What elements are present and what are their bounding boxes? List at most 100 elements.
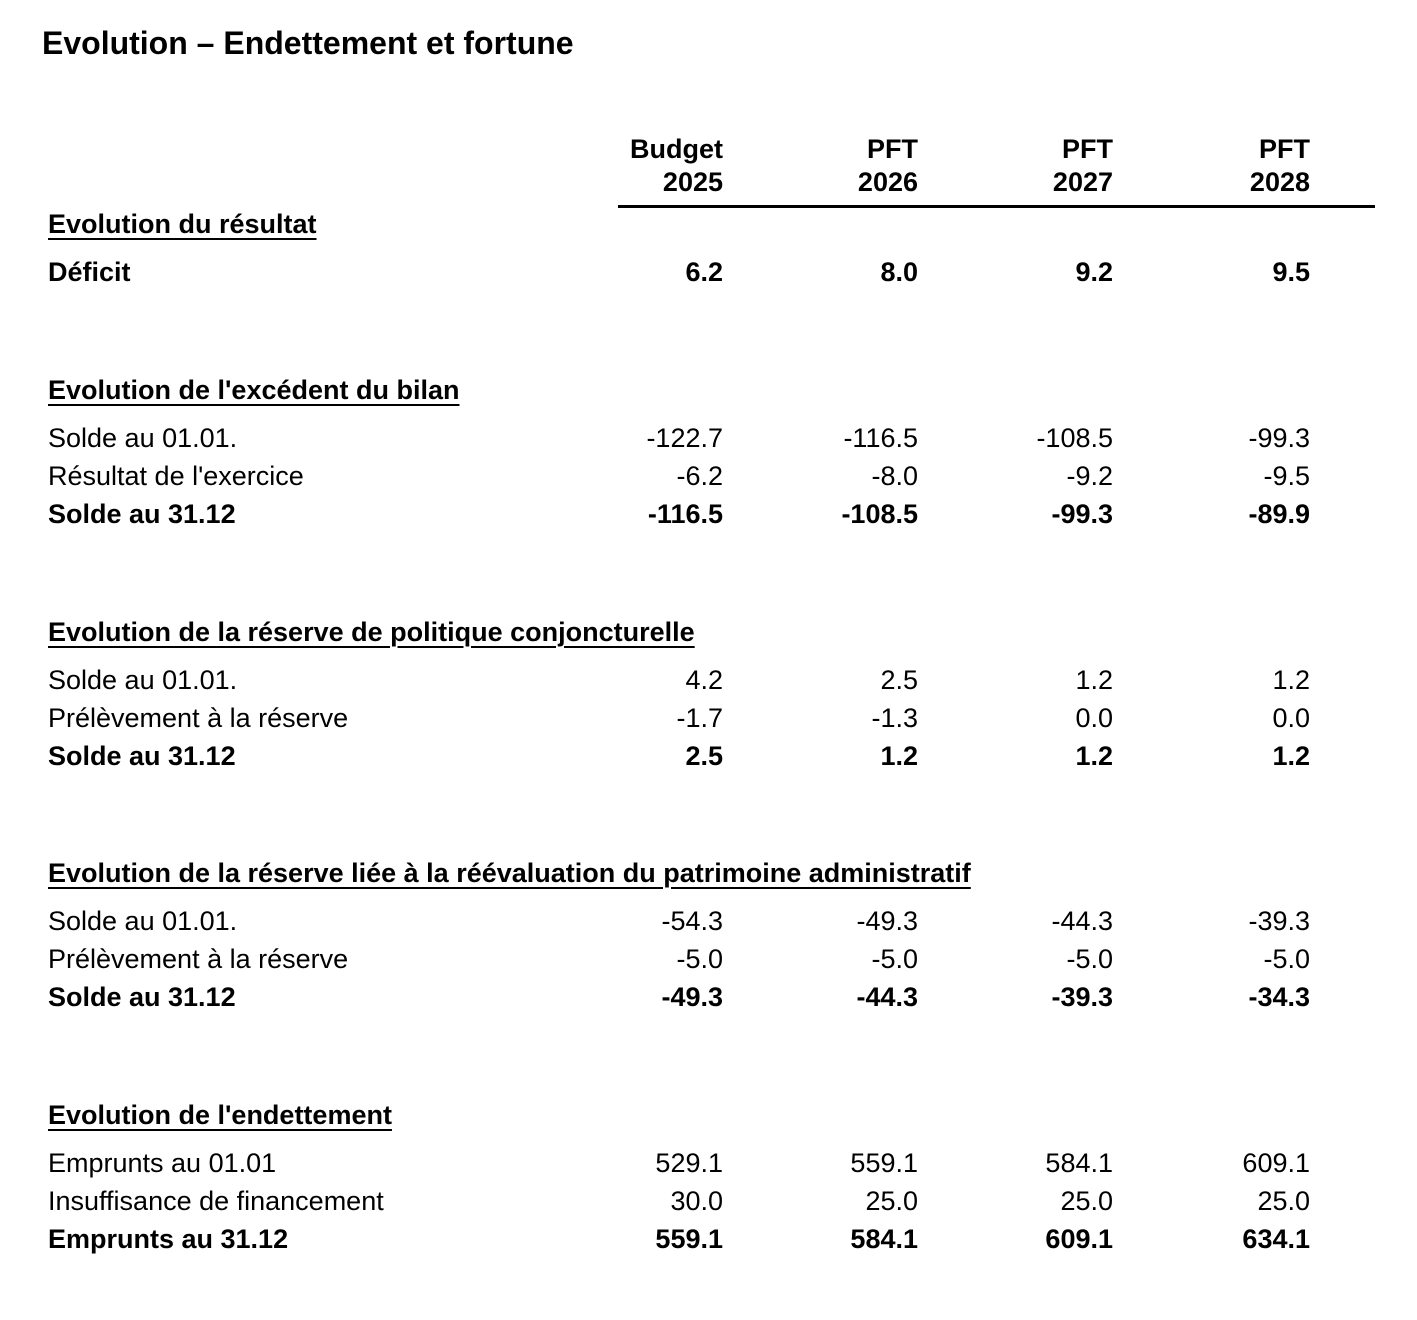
cell-value: -44.3 [856,982,918,1012]
cell-value: -39.3 [1248,906,1310,936]
row-label: Prélèvement à la réserve [48,944,349,974]
table-row: Solde au 01.01. -54.3 -49.3 -44.3 -39.3 [48,902,1417,940]
section-reserve-politique-conjoncturelle: Evolution de la réserve de politique con… [0,613,1417,775]
cell-value: 0.0 [1272,703,1310,733]
cell-value: 25.0 [1257,1186,1310,1216]
cell-value: -34.3 [1248,982,1310,1012]
cell-value: -5.0 [676,944,723,974]
cell-value: 584.1 [1045,1148,1113,1178]
cell-value: 6.2 [685,257,723,287]
section-heading: Evolution du résultat [48,209,317,239]
cell-value: 529.1 [655,1148,723,1178]
cell-value: -1.7 [676,703,723,733]
cell-value: 609.1 [1242,1148,1310,1178]
cell-value: -108.5 [1036,423,1113,453]
table-row-total: Solde au 31.12 -116.5 -108.5 -99.3 -89.9 [48,495,1417,533]
table-row: Insuffisance de financement 30.0 25.0 25… [48,1182,1417,1220]
table-row: Emprunts au 01.01 529.1 559.1 584.1 609.… [48,1144,1417,1182]
cell-value: 559.1 [655,1224,723,1254]
table-row: Prélèvement à la réserve -5.0 -5.0 -5.0 … [48,940,1417,978]
cell-value: 9.2 [1075,257,1113,287]
cell-value: 4.2 [685,665,723,695]
table-row-total: Solde au 31.12 2.5 1.2 1.2 1.2 [48,737,1417,775]
row-label: Solde au 31.12 [48,741,236,771]
cell-value: 1.2 [1075,665,1113,695]
table-row: Solde au 01.01. 4.2 2.5 1.2 1.2 [48,661,1417,699]
cell-value: -49.3 [661,982,723,1012]
cell-value: -5.0 [871,944,918,974]
cell-value: -116.5 [647,499,723,529]
cell-value: -8.0 [871,461,918,491]
cell-value: 25.0 [865,1186,918,1216]
table-column-header: Budget PFT PFT PFT 2025 2026 2027 2028 [618,133,1375,208]
row-label: Solde au 31.12 [48,499,236,529]
column-header-pft-2026: PFT [867,134,918,164]
column-year-2026: 2026 [857,167,918,197]
column-header-pft-2028: PFT [1259,134,1310,164]
row-label: Emprunts au 31.12 [48,1224,289,1254]
section-rows: Solde au 01.01. -54.3 -49.3 -44.3 -39.3 … [48,902,1417,1016]
cell-value: 1.2 [880,741,918,771]
cell-value: -122.7 [646,423,723,453]
table-row-total: Solde au 31.12 -49.3 -44.3 -39.3 -34.3 [48,978,1417,1016]
column-header-budget: Budget [630,134,723,164]
cell-value: 1.2 [1075,741,1113,771]
section-heading: Evolution de la réserve de politique con… [48,617,695,647]
cell-value: 584.1 [850,1224,918,1254]
section-rows: Emprunts au 01.01 529.1 559.1 584.1 609.… [48,1144,1417,1258]
row-label: Solde au 01.01. [48,423,238,453]
cell-value: -9.2 [1066,461,1113,491]
cell-value: -99.3 [1051,499,1113,529]
row-label: Prélèvement à la réserve [48,703,349,733]
cell-value: -44.3 [1051,906,1113,936]
row-label: Insuffisance de financement [48,1186,384,1216]
row-label: Solde au 01.01. [48,665,238,695]
section-reserve-reevaluation-patrimoine: Evolution de la réserve liée à la rééval… [0,854,1417,1016]
cell-value: 0.0 [1075,703,1113,733]
section-rows: Solde au 01.01. -122.7 -116.5 -108.5 -99… [48,419,1417,533]
section-rows: Solde au 01.01. 4.2 2.5 1.2 1.2 Prélèvem… [48,661,1417,775]
cell-value: -49.3 [856,906,918,936]
cell-value: -9.5 [1263,461,1310,491]
section-rows: Déficit 6.2 8.0 9.2 9.5 [48,253,1417,291]
column-header-pft-2027: PFT [1062,134,1113,164]
cell-value: 1.2 [1272,665,1310,695]
section-evolution-endettement: Evolution de l'endettement Emprunts au 0… [0,1096,1417,1258]
row-label: Résultat de l'exercice [48,461,304,491]
cell-value: -89.9 [1248,499,1310,529]
cell-value: -6.2 [676,461,723,491]
cell-value: -1.3 [871,703,918,733]
cell-value: 559.1 [850,1148,918,1178]
column-header-line2: 2025 2026 2027 2028 [618,166,1375,199]
cell-value: 2.5 [880,665,918,695]
cell-value: -39.3 [1051,982,1113,1012]
cell-value: 9.5 [1272,257,1310,287]
cell-value: -116.5 [843,423,918,453]
column-year-2028: 2028 [1249,167,1310,197]
row-label: Emprunts au 01.01 [48,1148,277,1178]
section-evolution-du-resultat: Evolution du résultat Déficit 6.2 8.0 9.… [0,205,1417,291]
column-year-2025: 2025 [662,167,723,197]
table-row: Prélèvement à la réserve -1.7 -1.3 0.0 0… [48,699,1417,737]
column-year-2027: 2027 [1052,167,1113,197]
table-row: Solde au 01.01. -122.7 -116.5 -108.5 -99… [48,419,1417,457]
page-title: Evolution – Endettement et fortune [42,25,574,61]
row-label: Solde au 01.01. [48,906,238,936]
section-heading: Evolution de l'endettement [48,1100,392,1130]
cell-value: 634.1 [1242,1224,1310,1254]
cell-value: 30.0 [670,1186,723,1216]
section-heading: Evolution de la réserve liée à la rééval… [48,858,971,888]
cell-value: -108.5 [841,499,918,529]
cell-value: 2.5 [685,741,723,771]
cell-value: -99.3 [1248,423,1310,453]
column-header-line1: Budget PFT PFT PFT [618,133,1375,166]
cell-value: -54.3 [661,906,723,936]
cell-value: -5.0 [1066,944,1113,974]
cell-value: 25.0 [1060,1186,1113,1216]
table-row: Résultat de l'exercice -6.2 -8.0 -9.2 -9… [48,457,1417,495]
row-label: Solde au 31.12 [48,982,236,1012]
table-row-total: Emprunts au 31.12 559.1 584.1 609.1 634.… [48,1220,1417,1258]
cell-value: -5.0 [1263,944,1310,974]
section-heading: Evolution de l'excédent du bilan [48,375,460,405]
